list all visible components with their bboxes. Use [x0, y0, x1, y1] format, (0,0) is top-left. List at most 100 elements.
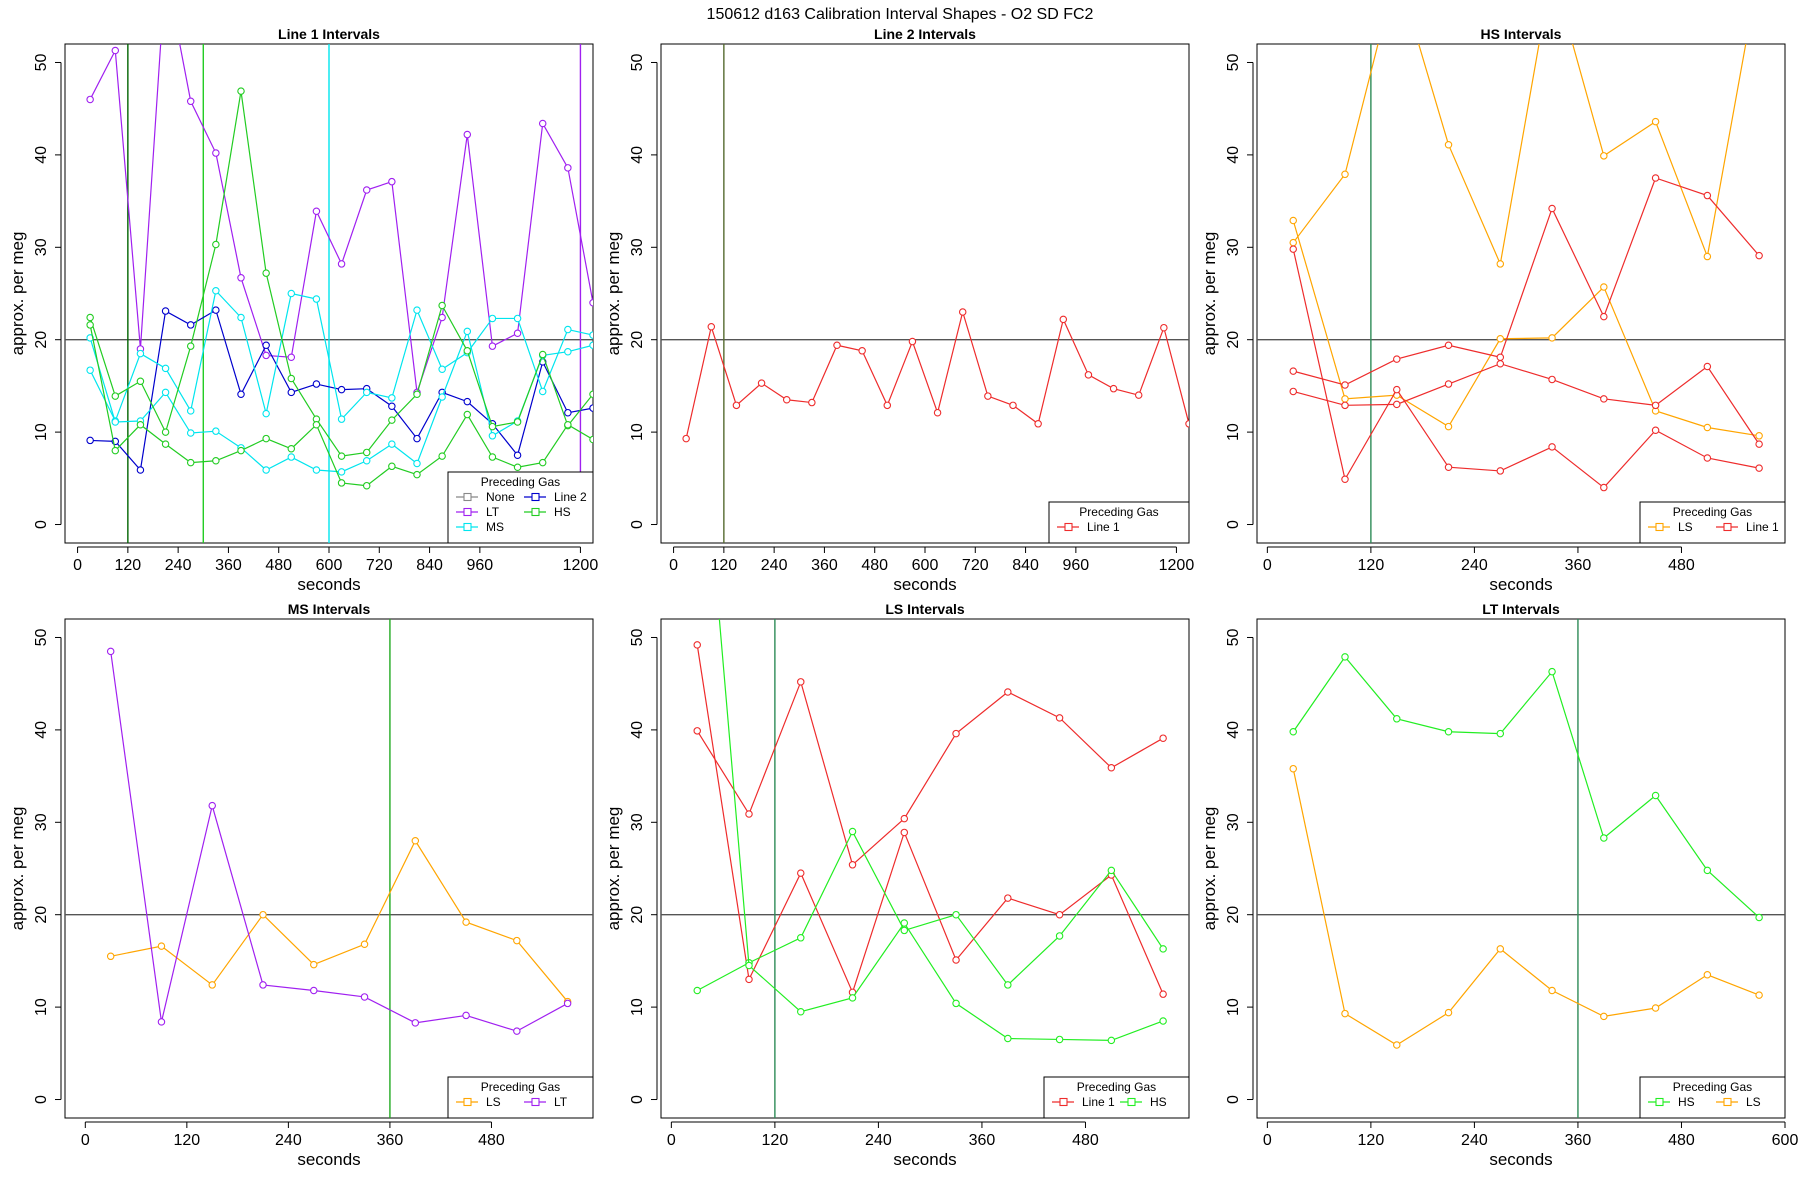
- chart-title: LT Intervals: [1482, 601, 1560, 617]
- x-tick-label: 0: [669, 557, 678, 574]
- data-point: [1703, 971, 1712, 979]
- data-point: [1496, 945, 1505, 953]
- chart-title: HS Intervals: [1481, 26, 1562, 42]
- data-point: [1703, 191, 1712, 200]
- legend-title: Preceding Gas: [1077, 1080, 1156, 1094]
- y-tick-label: 30: [1225, 238, 1242, 256]
- y-tick-label: 20: [1225, 331, 1242, 349]
- series-hs-2: [86, 321, 593, 490]
- data-point: [337, 385, 346, 394]
- legend-label: LS: [1678, 520, 1693, 534]
- data-point: [1703, 454, 1712, 462]
- data-point: [1651, 1004, 1660, 1012]
- data-point: [1341, 1009, 1349, 1018]
- data-point: [1444, 1008, 1453, 1017]
- data-point: [157, 1018, 166, 1026]
- series-line: [1293, 177, 1760, 386]
- legend-swatch-marker: [1127, 1097, 1136, 1107]
- data-point: [908, 337, 917, 346]
- data-point: [1444, 140, 1453, 149]
- data-point: [1548, 334, 1556, 342]
- data-point: [1548, 204, 1556, 213]
- data-point: [1496, 260, 1505, 268]
- series-line-1: [682, 308, 1189, 443]
- data-point: [782, 396, 791, 404]
- x-tick-label: 480: [478, 1132, 505, 1149]
- series-line-1: [1289, 245, 1763, 492]
- series-line: [89, 329, 593, 473]
- data-point: [360, 993, 369, 1001]
- data-point: [848, 994, 857, 1002]
- data-point: [136, 349, 145, 358]
- data-point: [1755, 432, 1763, 440]
- data-point: [212, 427, 220, 435]
- data-point: [237, 390, 245, 398]
- legend-label: MS: [486, 520, 504, 534]
- y-tick-label: 50: [629, 53, 646, 71]
- legend-box: [1639, 1076, 1786, 1119]
- x-tick-label: 0: [667, 1132, 676, 1149]
- data-point: [564, 347, 572, 356]
- series-ls: [106, 837, 572, 1006]
- series-line: [1293, 363, 1760, 445]
- data-point: [208, 981, 216, 989]
- legend-label: Line 2: [554, 490, 587, 504]
- data-point: [1651, 174, 1660, 182]
- data-point: [1548, 986, 1556, 995]
- page-title: 150612 d163 Calibration Interval Shapes …: [707, 6, 1094, 23]
- y-tick-label: 10: [33, 423, 50, 441]
- data-point: [262, 341, 270, 349]
- x-tick-label: 840: [1012, 557, 1039, 574]
- x-tick-label: 0: [1263, 1132, 1272, 1149]
- data-point: [589, 390, 593, 398]
- data-point: [848, 861, 857, 869]
- data-point: [1651, 791, 1660, 800]
- data-point: [1548, 443, 1556, 451]
- data-point: [462, 918, 470, 926]
- legend-label: LT: [554, 1095, 568, 1109]
- legend-swatch-marker: [1723, 522, 1732, 532]
- legend-item: HS: [1120, 1095, 1167, 1109]
- data-point: [86, 366, 94, 374]
- data-point: [337, 452, 346, 460]
- data-point: [186, 407, 195, 415]
- x-axis-label: seconds: [297, 1150, 360, 1169]
- data-point: [1600, 152, 1608, 160]
- data-point: [463, 410, 472, 419]
- data-point: [513, 936, 521, 945]
- data-point: [707, 323, 716, 331]
- legend-label: Line 1: [1087, 520, 1120, 534]
- data-point: [1393, 1041, 1401, 1049]
- series-line: [696, 679, 1164, 866]
- y-axis: 0 10 20 30 40 50: [629, 53, 658, 529]
- x-tick-label: 120: [711, 557, 738, 574]
- y-tick-label: 30: [629, 813, 646, 831]
- x-tick-label: 0: [81, 1132, 90, 1149]
- y-tick-label: 50: [1225, 53, 1242, 71]
- data-point: [900, 919, 909, 927]
- data-point: [111, 418, 120, 426]
- legend-label: Line 1: [1082, 1095, 1115, 1109]
- x-tick-label: 480: [1668, 1132, 1695, 1149]
- data-point: [488, 422, 497, 431]
- y-tick-label: 0: [33, 1095, 50, 1104]
- data-point: [1600, 483, 1608, 492]
- legend-swatch-marker: [531, 492, 540, 502]
- legend-item: Line 2: [524, 490, 587, 504]
- legend-swatch-marker: [463, 522, 472, 532]
- data-point: [413, 306, 421, 314]
- x-tick-label: 120: [173, 1132, 200, 1149]
- y-axis-label: approx. per meg: [1200, 807, 1219, 931]
- data-point: [589, 341, 593, 349]
- y-tick-label: 20: [629, 906, 646, 924]
- legend-swatch-marker: [1059, 1097, 1068, 1107]
- series-line: [1292, 249, 1760, 489]
- legend-box: [447, 1076, 594, 1119]
- data-point: [694, 357, 700, 363]
- chart-title: LS Intervals: [885, 601, 965, 617]
- data-point: [161, 388, 170, 397]
- data-point: [186, 321, 195, 329]
- data-point: [513, 451, 522, 459]
